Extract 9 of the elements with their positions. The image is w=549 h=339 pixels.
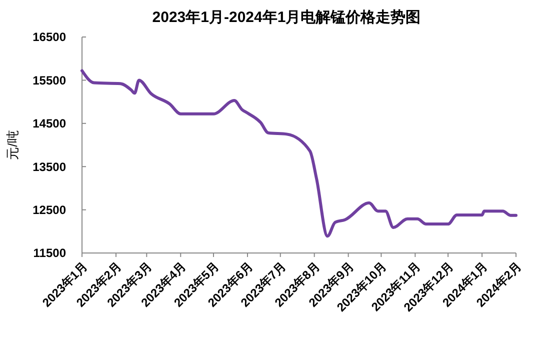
y-tick-label: 14500 [32, 116, 66, 131]
y-tick-label: 11500 [33, 246, 66, 260]
line-series [80, 69, 518, 238]
y-tick-label: 16500 [32, 30, 66, 44]
y-tick-label: 12500 [32, 203, 66, 217]
chart-title: 2023年1月-2024年1月电解锰价格走势图 [152, 9, 421, 26]
y-axis-title: 元/吨 [5, 130, 20, 160]
y-tick-label: 13500 [32, 160, 66, 174]
y-tick-label: 15500 [32, 73, 66, 88]
